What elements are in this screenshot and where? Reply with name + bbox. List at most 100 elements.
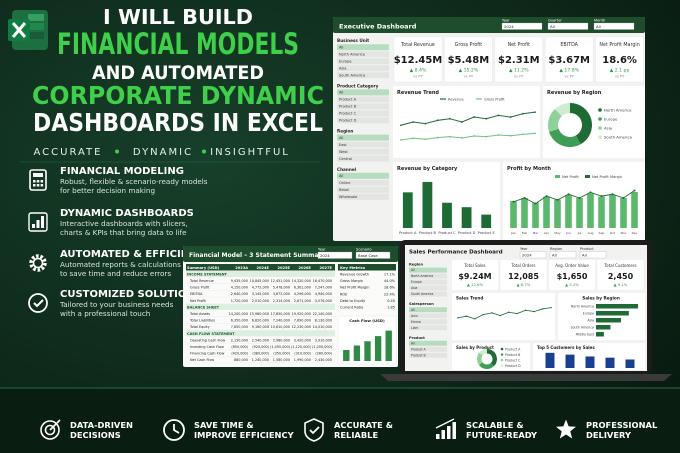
table-cell: (850,000) — [231, 345, 248, 349]
line-point — [424, 122, 427, 125]
slicer-item — [337, 186, 389, 193]
slicer-item-label: All — [339, 174, 343, 178]
table-cell: 4,772,000 — [252, 286, 269, 290]
feature-icon — [36, 184, 40, 187]
slicer-item — [337, 72, 389, 79]
line-point — [509, 116, 512, 118]
table-cell: 3,145,000 — [252, 292, 269, 296]
tagline-word: INSIGHTFUL — [210, 147, 290, 158]
slicer-item-label: Retail — [339, 188, 349, 192]
benefit-text: FUTURE-READY — [466, 430, 538, 440]
kpi-note: vs PY — [514, 75, 524, 79]
slicer-item — [337, 155, 389, 162]
filter-box — [579, 251, 607, 259]
line-series — [400, 132, 536, 141]
slicer-item-label: Emma — [411, 320, 421, 324]
slicer-item — [409, 291, 447, 297]
filter-value: 2024 — [504, 24, 514, 29]
slicer-item — [337, 141, 389, 148]
legend-swatch — [598, 135, 602, 139]
line-point — [497, 134, 500, 136]
kpi-value: $5.48M — [448, 55, 490, 66]
filter-label: Product — [580, 247, 594, 251]
bar — [625, 359, 635, 368]
kpi-note: vs PY — [615, 75, 625, 79]
kpi-note: vs PY — [464, 75, 474, 79]
slicer-item — [409, 319, 447, 325]
kpi-card — [597, 260, 644, 290]
model-title: Financial Model – 3 Statement Summary — [189, 252, 325, 259]
slicer-title: Business Unit — [337, 38, 369, 43]
donut-slice — [479, 349, 487, 356]
bar — [422, 181, 433, 228]
feature-title: DYNAMIC DASHBOARDS — [60, 208, 194, 219]
line-point — [509, 134, 512, 137]
table-cell: (920,000) — [252, 345, 269, 349]
legend-label: Product A — [505, 347, 521, 351]
x-tick-label: Product E — [478, 231, 496, 235]
separator-dot — [115, 149, 119, 154]
line-point — [524, 309, 527, 311]
line-point — [633, 189, 636, 192]
slicer-item-label: All — [411, 268, 415, 272]
filter-label: Quarter — [548, 19, 562, 23]
filter-box — [355, 251, 391, 259]
benefit-icon — [44, 424, 56, 436]
table-cell: 880,000 — [234, 358, 248, 362]
metric-value: 0.45 — [387, 299, 395, 303]
bar — [605, 357, 615, 368]
chart-title: Sales by Region — [582, 296, 620, 301]
line-point — [556, 198, 559, 201]
kpi-change: ▲ 15.2% — [459, 68, 479, 74]
table-cell: 6,350,000 — [231, 319, 248, 323]
slicer-item — [337, 193, 389, 200]
slicer-item-label: Online — [339, 181, 351, 185]
line-point — [541, 308, 544, 310]
metric-value: 17.1% — [384, 273, 396, 277]
chart-title: Revenue Trend — [397, 90, 439, 96]
kpi-label: Total Customers — [603, 263, 636, 268]
line-point — [461, 121, 463, 123]
x-tick-label: Aug — [588, 231, 594, 235]
donut-slice — [477, 352, 483, 365]
table-cell: 10,845,000 — [250, 279, 269, 283]
kpi-card — [393, 36, 443, 83]
y-tick-label: Middle East — [576, 333, 595, 337]
bar — [343, 350, 350, 361]
table-cell: 14,010,000 — [313, 325, 332, 329]
y-tick-label: Europe — [583, 312, 594, 316]
feature-title: AUTOMATED & EFFICIENT — [60, 249, 203, 260]
slicer-title: Salesperson — [409, 302, 434, 306]
metric-value: 18.6% — [384, 286, 396, 290]
legend-swatch — [500, 358, 504, 362]
benefits-bar — [0, 388, 680, 453]
table-cell: 1,990,000 — [294, 358, 311, 362]
x-tick-label: Product A — [399, 231, 417, 235]
kpi-label: Net Profit Margin — [599, 42, 639, 48]
feature-icon — [33, 180, 36, 183]
line-point — [512, 200, 515, 203]
slicer-title: Channel — [337, 167, 357, 172]
slicer-item-label: West — [339, 150, 348, 154]
legend-label: Product B — [505, 353, 520, 357]
line-point — [534, 202, 537, 205]
slicer-item-label: All — [411, 341, 415, 345]
line-series — [400, 111, 536, 126]
filter-box — [547, 22, 589, 30]
feature-icon — [41, 216, 44, 228]
filter-value: Base Case — [358, 253, 378, 258]
slicer-item-label: All — [339, 91, 343, 95]
table-cell: 22,140,000 — [313, 312, 332, 316]
line-point — [412, 137, 415, 140]
filter-box — [317, 251, 353, 259]
bar — [631, 192, 638, 228]
filter-label: Year — [318, 248, 326, 252]
table-cell: (380,000) — [252, 352, 269, 356]
slicer-title: Product Category — [337, 83, 379, 88]
dashboard-title: Sales Performance Dashboard — [409, 250, 503, 256]
kpi-label: Net Profit — [508, 42, 531, 48]
table-cell: Operating Cash Flow — [190, 338, 225, 342]
legend-label: Europe — [604, 117, 618, 122]
bar — [598, 196, 605, 228]
feature-icon — [28, 212, 48, 232]
